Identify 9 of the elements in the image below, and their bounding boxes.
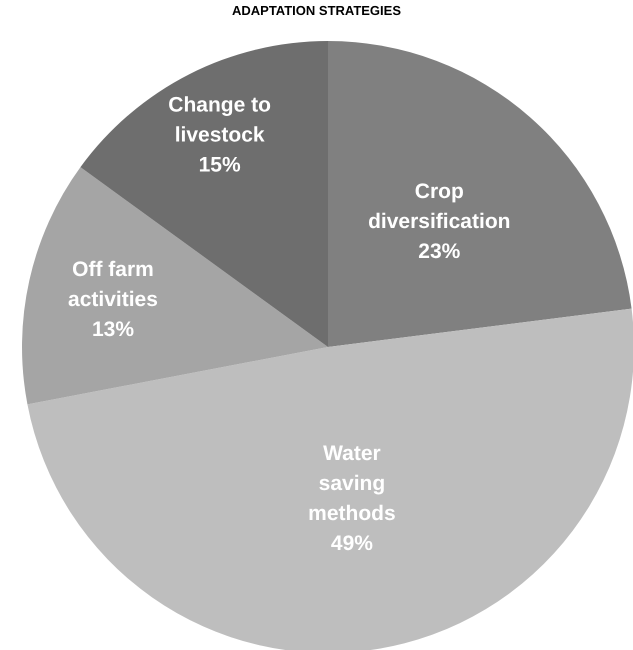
slice-label: Crop diversification <box>368 179 510 232</box>
slice-label: Change to livestock <box>168 92 271 146</box>
data-label: 49% <box>330 532 374 555</box>
chart-title: ADAPTATION STRATEGIES <box>231 3 402 18</box>
data-label: 23% <box>418 239 461 262</box>
data-label: 13% <box>92 317 134 340</box>
slice-label: Off farm activities <box>68 257 158 310</box>
slice-label: Water saving methods <box>308 442 396 525</box>
data-label: 15% <box>198 152 241 176</box>
